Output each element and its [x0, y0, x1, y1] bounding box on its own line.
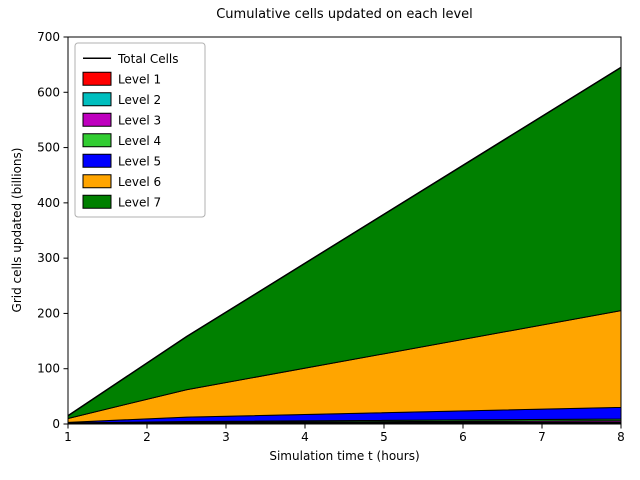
x-tick-label: 7	[538, 430, 546, 444]
y-tick-label: 100	[37, 362, 60, 376]
legend-swatch-level-5	[82, 153, 112, 168]
legend: Total Cells Level 1 Level 2 Level 3 Level 4 L…	[74, 42, 206, 218]
legend-label-level-3: Level 3	[118, 113, 161, 127]
legend-swatch-level-6	[82, 174, 112, 189]
x-tick-label: 4	[301, 430, 309, 444]
y-tick-label: 400	[37, 196, 60, 210]
y-tick-label: 300	[37, 251, 60, 265]
legend-label-level-2: Level 2	[118, 93, 161, 107]
x-tick-label: 6	[459, 430, 467, 444]
axes-spines	[67, 36, 622, 425]
legend-swatch-level-3	[82, 112, 112, 127]
y-tick-label: 200	[37, 306, 60, 320]
legend-box	[74, 42, 206, 218]
x-axis-label: Simulation time t (hours)	[269, 449, 420, 463]
legend-label-level-7: Level 7	[118, 195, 161, 209]
y-tick-label: 600	[37, 85, 60, 99]
axis-ticks: 1 2 3 4 5 6 7 8 0 100 200 300 400 500 600 700	[37, 30, 625, 444]
legend-swatch-level-4	[82, 133, 112, 148]
chart-title: Cumulative cells updated on each level	[216, 7, 473, 22]
legend-label-level-4: Level 4	[118, 134, 161, 148]
x-tick-label: 2	[143, 430, 151, 444]
legend-label-level-6: Level 6	[118, 175, 161, 189]
x-tick-label: 8	[617, 430, 625, 444]
legend-swatch-level-1	[82, 71, 112, 86]
y-tick-label: 700	[37, 30, 60, 44]
y-tick-label: 500	[37, 141, 60, 155]
legend-label-level-1: Level 1	[118, 72, 161, 86]
legend-swatch-level-2	[82, 92, 112, 107]
legend-label-total-cells: Total Cells	[117, 52, 179, 66]
x-tick-label: 5	[380, 430, 388, 444]
legend-swatch-level-7	[82, 194, 112, 209]
y-axis-label: Grid cells updated (billions)	[10, 147, 24, 313]
y-tick-label: 0	[52, 417, 60, 431]
legend-label-level-5: Level 5	[118, 154, 161, 168]
total-cells-line	[67, 66, 622, 417]
x-tick-label: 1	[64, 430, 72, 444]
x-tick-label: 3	[222, 430, 230, 444]
